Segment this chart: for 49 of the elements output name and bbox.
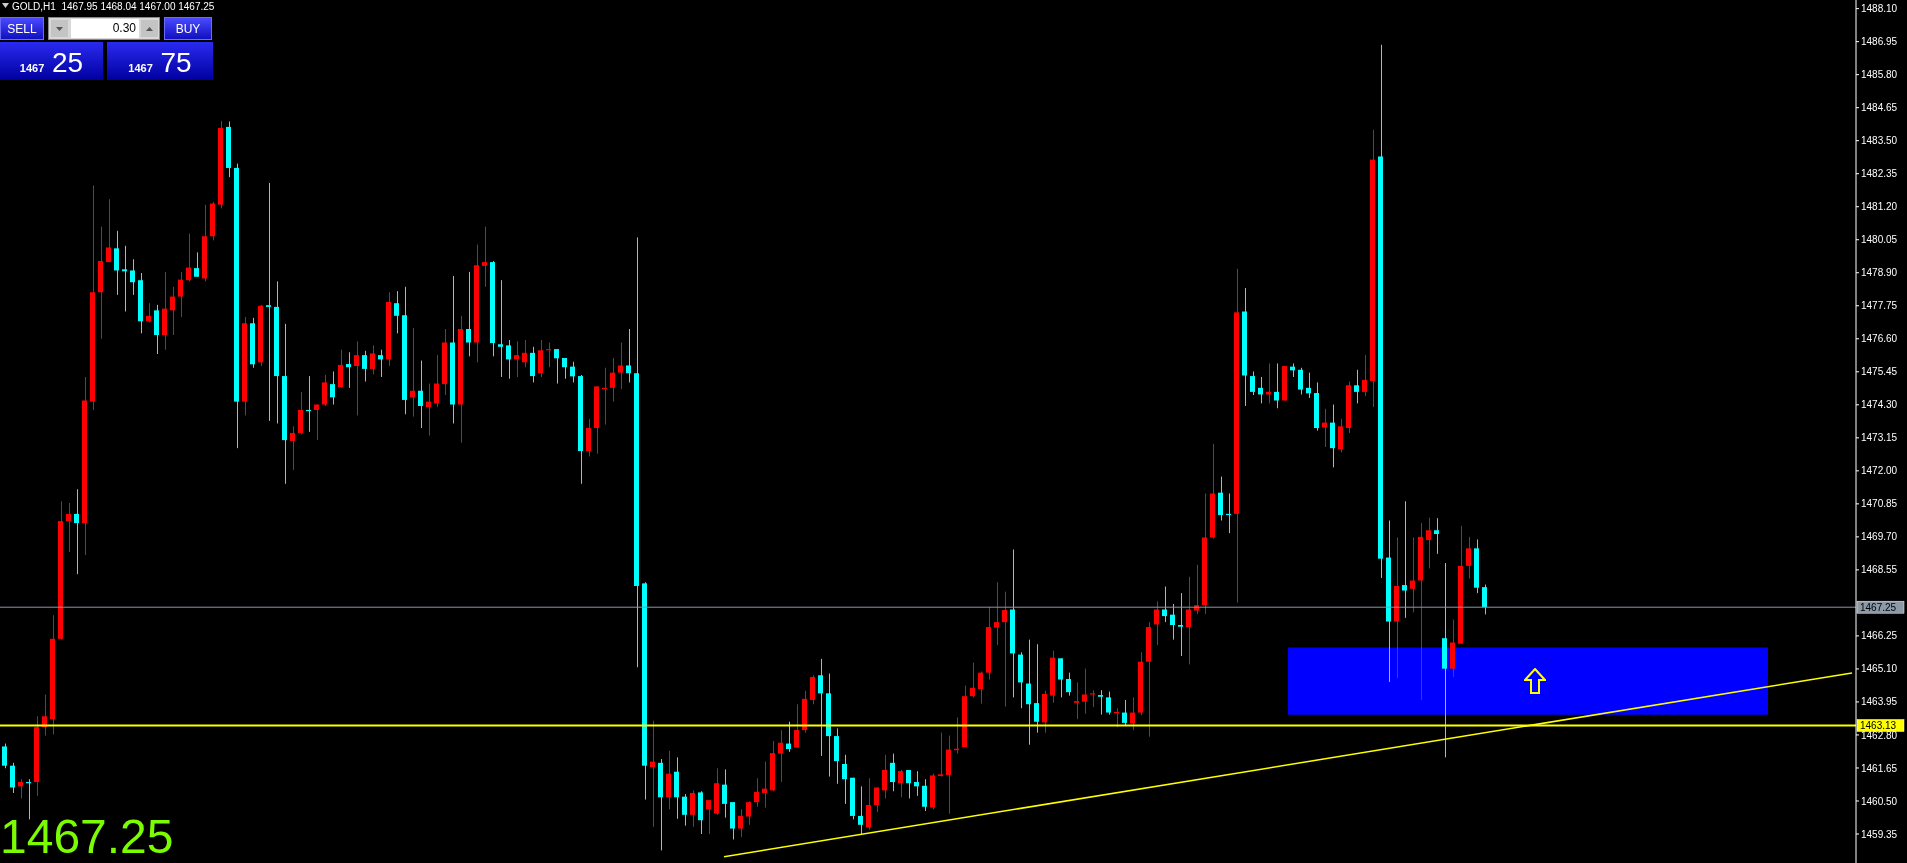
candlestick <box>1178 593 1183 657</box>
y-tick-label: 1461.65 <box>1861 762 1898 774</box>
candlestick <box>426 383 431 436</box>
annotation: SELL <box>0 17 44 40</box>
candlestick <box>1402 501 1407 618</box>
y-tick-label: 1463.95 <box>1861 696 1898 708</box>
y-tick-label: 1459.35 <box>1861 828 1898 840</box>
y-tick-label: 1475.45 <box>1861 366 1898 378</box>
candlestick <box>122 245 127 312</box>
candlestick <box>1098 690 1103 715</box>
annotation: 1467 75 <box>128 47 192 78</box>
candlestick <box>650 720 655 827</box>
y-tick-label: 1468.55 <box>1861 564 1898 576</box>
y-tick-label: 1481.20 <box>1861 201 1898 213</box>
y-tick-label: 1484.65 <box>1861 102 1898 114</box>
candlestick <box>1074 682 1079 720</box>
y-tick-label: 1476.60 <box>1861 333 1898 345</box>
y-tick-label: 1473.15 <box>1861 432 1898 444</box>
y-tick-label: 1469.70 <box>1861 531 1898 543</box>
y-tick-label: 1462.80 <box>1861 729 1898 741</box>
annotation: 1467.25 <box>0 810 174 863</box>
candlestick <box>762 761 767 808</box>
candlestick <box>346 352 351 388</box>
candlestick <box>498 280 503 377</box>
y-tick-label: 1474.30 <box>1861 399 1898 411</box>
annotation: BUY <box>164 17 212 40</box>
number-field: 0.30 <box>48 17 160 40</box>
y-tick-label: 1478.90 <box>1861 267 1898 279</box>
y-tick-label: 1488.10 <box>1861 3 1898 15</box>
y-tick-label: 1470.85 <box>1861 498 1898 510</box>
y-tick-label: 1477.75 <box>1861 300 1898 312</box>
y-tick-label: 1482.35 <box>1861 168 1898 180</box>
candlestick <box>482 226 487 287</box>
y-tick-label: 1465.10 <box>1861 663 1898 675</box>
ref-line-label: 1463.13 <box>1860 720 1897 732</box>
annotation: 0.30 <box>71 19 139 38</box>
y-tick-label: 1480.05 <box>1861 234 1898 246</box>
ref-line-label: 1467.25 <box>1860 602 1897 614</box>
y-tick-label: 1483.50 <box>1861 135 1898 147</box>
y-tick-label: 1460.50 <box>1861 795 1898 807</box>
candlestick <box>410 327 415 417</box>
y-tick-label: 1486.95 <box>1861 36 1898 48</box>
y-tick-label: 1472.00 <box>1861 465 1898 477</box>
candlestick <box>266 182 271 421</box>
y-tick-label: 1485.80 <box>1861 69 1898 81</box>
annotation: 1467 25 <box>19 47 84 78</box>
chart-title: GOLD,H1 1467.95 1468.04 1467.00 1467.25 <box>12 0 215 13</box>
candlestick <box>938 732 943 777</box>
y-tick-label: 1466.25 <box>1861 630 1898 642</box>
